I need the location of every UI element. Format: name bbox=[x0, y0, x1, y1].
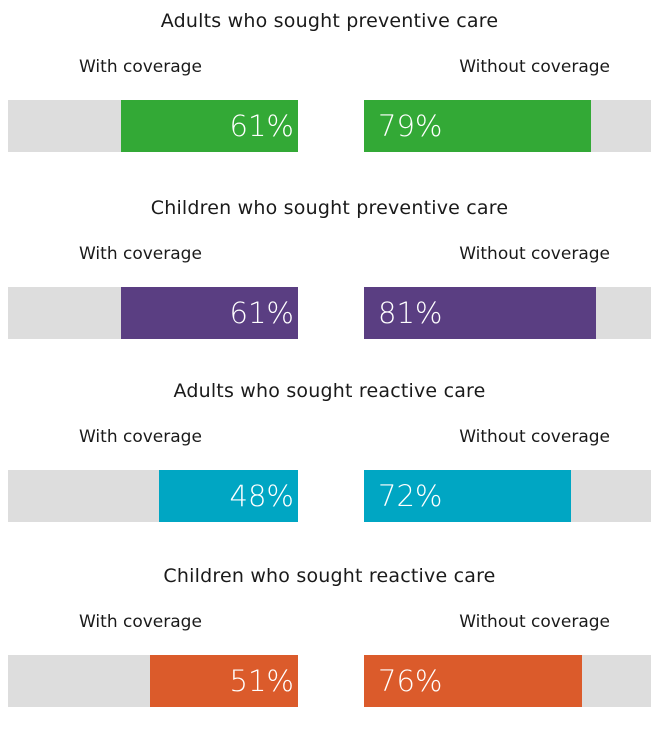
category-label-without-coverage: Without coverage bbox=[459, 244, 610, 264]
data-label-with-coverage: 51% bbox=[229, 664, 294, 698]
category-label-with-coverage: With coverage bbox=[79, 612, 202, 632]
bar-track-without-coverage: 72% bbox=[364, 470, 651, 522]
chart-title: Adults who sought preventive care bbox=[160, 10, 499, 32]
bar-without-coverage: 76% bbox=[364, 655, 582, 707]
bar-track-with-coverage: 61% bbox=[8, 287, 298, 339]
bar-track-without-coverage: 76% bbox=[364, 655, 651, 707]
bar-track-with-coverage: 48% bbox=[8, 470, 298, 522]
bar-without-coverage: 79% bbox=[364, 100, 591, 152]
category-label-with-coverage: With coverage bbox=[79, 57, 202, 77]
chart-title: Children who sought preventive care bbox=[150, 197, 509, 219]
chart-panel-children-reactive: Children who sought reactive care With c… bbox=[0, 559, 659, 735]
bar-with-coverage: 48% bbox=[159, 470, 298, 522]
bar-track-with-coverage: 61% bbox=[8, 100, 298, 152]
chart-title: Adults who sought reactive care bbox=[173, 380, 486, 402]
data-label-with-coverage: 61% bbox=[229, 296, 294, 330]
bar-track-without-coverage: 81% bbox=[364, 287, 651, 339]
data-label-without-coverage: 81% bbox=[378, 296, 443, 330]
bar-with-coverage: 61% bbox=[121, 100, 298, 152]
data-label-with-coverage: 61% bbox=[229, 109, 294, 143]
data-label-without-coverage: 79% bbox=[378, 109, 443, 143]
category-label-with-coverage: With coverage bbox=[79, 427, 202, 447]
category-label-without-coverage: Without coverage bbox=[459, 57, 610, 77]
bar-track-without-coverage: 79% bbox=[364, 100, 651, 152]
chart-title: Children who sought reactive care bbox=[163, 565, 496, 587]
category-label-with-coverage: With coverage bbox=[79, 244, 202, 264]
bar-with-coverage: 51% bbox=[150, 655, 298, 707]
category-label-without-coverage: Without coverage bbox=[459, 612, 610, 632]
chart-panel-children-preventive: Children who sought preventive care With… bbox=[0, 191, 659, 367]
bar-track-with-coverage: 51% bbox=[8, 655, 298, 707]
bar-with-coverage: 61% bbox=[121, 287, 298, 339]
bar-without-coverage: 72% bbox=[364, 470, 571, 522]
bar-without-coverage: 81% bbox=[364, 287, 596, 339]
category-label-without-coverage: Without coverage bbox=[459, 427, 610, 447]
chart-panel-adults-preventive: Adults who sought preventive care With c… bbox=[0, 4, 659, 180]
data-label-with-coverage: 48% bbox=[229, 479, 294, 513]
data-label-without-coverage: 76% bbox=[378, 664, 443, 698]
data-label-without-coverage: 72% bbox=[378, 479, 443, 513]
chart-panel-adults-reactive: Adults who sought reactive care With cov… bbox=[0, 374, 659, 550]
